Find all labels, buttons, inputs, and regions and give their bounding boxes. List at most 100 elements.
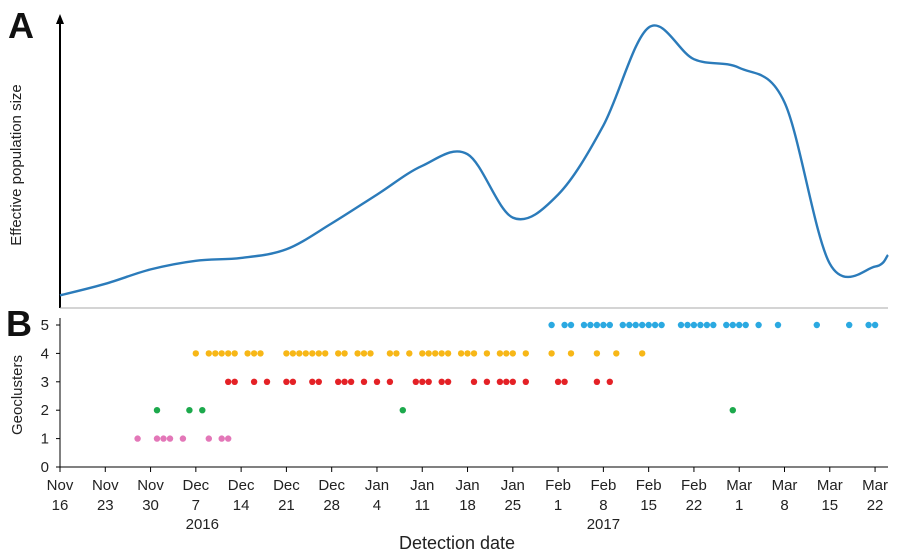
x-tick-label-month: Dec [273,477,300,494]
x-tick-label-day: 22 [686,497,703,514]
x-tick-label-month: Mar [862,477,888,494]
geocluster-5-point [632,321,639,329]
geocluster-5-point [813,321,820,329]
geocluster-3-point [231,378,238,385]
x-tick-label-day: 14 [233,497,250,514]
geocluster-5-point [755,321,762,329]
panel-b-y-ticks: 0 1 2 3 4 5 [41,317,60,476]
geocluster-4-point [503,350,510,357]
x-tick-label-day: 28 [323,497,340,514]
geocluster-5-point [742,321,749,329]
x-tick-label-month: Jan [501,477,525,494]
x-tick-label-day: 23 [97,497,114,514]
geocluster-3-point [419,378,426,385]
geocluster-5-point [626,321,633,329]
x-tick-label-month: Feb [636,477,662,494]
x-tick-label-month: Dec [228,477,255,494]
geocluster-3-point [250,378,258,385]
geocluster-4-point [257,350,264,357]
y-tick-label: 1 [41,431,49,448]
geocluster-5-point [774,321,782,329]
geocluster-4-point [315,350,322,357]
x-tick-label-day: 1 [735,497,743,514]
geocluster-5-point [723,321,730,329]
geocluster-3-point [522,378,529,385]
x-tick-label-day: 22 [867,497,884,514]
x-tick-label-month: Nov [92,477,119,494]
geocluster-5-point [703,321,711,329]
year-label: 2017 [587,516,620,533]
geocluster-4-point [341,350,348,357]
geocluster-4-point [205,350,212,357]
x-tick-label-day: 1 [554,497,562,514]
x-tick-label-month: Mar [726,477,752,494]
x-tick-label-month: Nov [47,477,74,494]
geocluster-5-point [729,321,736,329]
geocluster-1-point [218,435,225,442]
x-tick-label-month: Mar [817,477,843,494]
geocluster-4-point [296,350,303,357]
geocluster-4-point [231,350,238,357]
panel-a-y-axis-arrow [56,14,64,24]
panel-b-points [134,321,879,442]
x-tick-label-day: 7 [192,497,200,514]
geocluster-4-point [470,350,478,357]
geocluster-3-point [360,378,368,385]
geocluster-5-point [846,321,853,329]
panel-b-label: B [6,303,32,344]
geocluster-4-point [360,350,368,357]
geocluster-4-point [548,350,555,357]
geocluster-1-point [205,435,212,442]
y-tick-label: 5 [41,317,49,334]
geocluster-5-point [690,321,698,329]
geocluster-4-point [244,350,251,357]
geocluster-3-point [347,378,355,385]
geocluster-1-point [134,435,141,442]
panel-b-y-axis-title: Geoclusters [9,355,26,435]
geocluster-3-point [315,378,322,385]
geocluster-3-point [263,378,271,385]
geocluster-3-point [283,378,290,385]
x-tick-label-day: 11 [414,497,430,514]
geocluster-4-point [509,350,516,357]
geocluster-3-point [335,378,342,385]
x-tick-label-day: 15 [821,497,838,514]
panel-a-label: A [8,5,34,46]
geocluster-1-point [179,435,187,442]
geocluster-1-point [153,435,161,442]
geocluster-5-point [587,321,594,329]
geocluster-3-point [309,378,316,385]
geocluster-4-point [464,350,471,357]
geocluster-5-point [684,321,691,329]
geocluster-5-point [548,321,555,329]
geocluster-3-point [412,378,419,385]
geocluster-5-point [710,321,717,329]
geocluster-4-point [335,350,342,357]
geocluster-3-point [606,378,613,385]
geocluster-3-point [503,378,510,385]
geocluster-2-point [729,407,736,414]
geocluster-5-point [645,321,652,329]
panel-a-y-axis-title: Effective population size [8,84,25,246]
x-tick-label-month: Nov [137,477,164,494]
geocluster-3-point [373,378,381,385]
geocluster-1-point [166,435,174,442]
geocluster-4-point [393,350,400,357]
geocluster-1-point [225,435,232,442]
x-tick-label-day: 4 [373,497,381,514]
geocluster-2-point [153,407,161,414]
geocluster-1-point [160,435,167,442]
x-tick-label-month: Feb [681,477,707,494]
y-tick-label: 0 [41,459,49,476]
geocluster-3-point [483,378,491,385]
geocluster-4-point [302,350,309,357]
geocluster-4-point [593,350,601,357]
geocluster-5-point [651,321,659,329]
x-tick-label-day: 30 [142,497,159,514]
geocluster-5-point [593,321,601,329]
geocluster-5-point [658,321,665,329]
y-tick-label: 4 [41,345,49,362]
geocluster-3-point [225,378,232,385]
